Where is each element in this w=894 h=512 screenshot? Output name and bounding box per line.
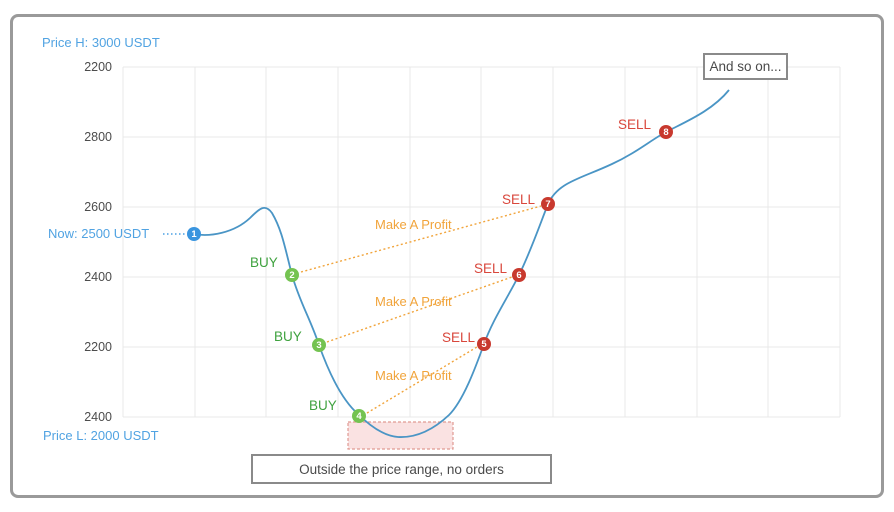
- profit-line-4-5: [366, 346, 478, 414]
- point-number: 1: [191, 228, 197, 240]
- make-a-profit-label-3: Make A Profit: [375, 368, 452, 383]
- y-axis-label: 2200: [84, 60, 112, 74]
- point-number: 8: [663, 126, 669, 138]
- point-marker-5: 5: [477, 337, 491, 351]
- sell-label-6: SELL: [474, 261, 508, 276]
- outside-range-note-box: Outside the price range, no orders: [251, 454, 552, 484]
- y-axis-label: 2200: [84, 340, 112, 354]
- price-curve: [193, 89, 730, 438]
- point-number: 5: [481, 338, 487, 350]
- make-a-profit-label-1: Make A Profit: [375, 217, 452, 232]
- buy-label-3: BUY: [274, 329, 302, 344]
- now-price-label: Now: 2500 USDT: [48, 226, 150, 241]
- point-marker-3: 3: [312, 338, 326, 352]
- point-marker-8: 8: [659, 125, 673, 139]
- sell-label-5: SELL: [442, 330, 476, 345]
- profit-line-2-7: [300, 205, 542, 273]
- point-number: 7: [545, 198, 551, 210]
- point-marker-6: 6: [512, 268, 526, 282]
- outside-range-zone: [347, 421, 454, 450]
- sell-label-8: SELL: [618, 117, 652, 132]
- y-axis-label: 2600: [84, 200, 112, 214]
- price-high-label: Price H: 3000 USDT: [42, 35, 160, 50]
- profit-lines: [300, 205, 542, 414]
- and-so-on-text: And so on...: [709, 59, 782, 74]
- sell-label-7: SELL: [502, 192, 536, 207]
- price-low-label: Price L: 2000 USDT: [43, 428, 159, 443]
- y-axis-label: 2400: [84, 270, 112, 284]
- y-axis-label: 2800: [84, 130, 112, 144]
- gridlines: [122, 66, 841, 418]
- outside-range-text: Outside the price range, no orders: [299, 461, 504, 477]
- point-number: 4: [356, 410, 362, 422]
- point-marker-2: 2: [285, 268, 299, 282]
- point-marker-7: 7: [541, 197, 555, 211]
- point-marker-4: 4: [352, 409, 366, 423]
- and-so-on-box: And so on...: [703, 53, 788, 80]
- point-number: 2: [289, 269, 295, 281]
- buy-label-4: BUY: [309, 398, 337, 413]
- y-axis-label: 2400: [84, 410, 112, 424]
- point-marker-1: 1: [187, 227, 201, 241]
- buy-label-2: BUY: [250, 255, 278, 270]
- profit-line-3-6: [326, 276, 513, 343]
- make-a-profit-label-2: Make A Profit: [375, 294, 452, 309]
- point-number: 3: [316, 339, 322, 351]
- point-number: 6: [516, 269, 522, 281]
